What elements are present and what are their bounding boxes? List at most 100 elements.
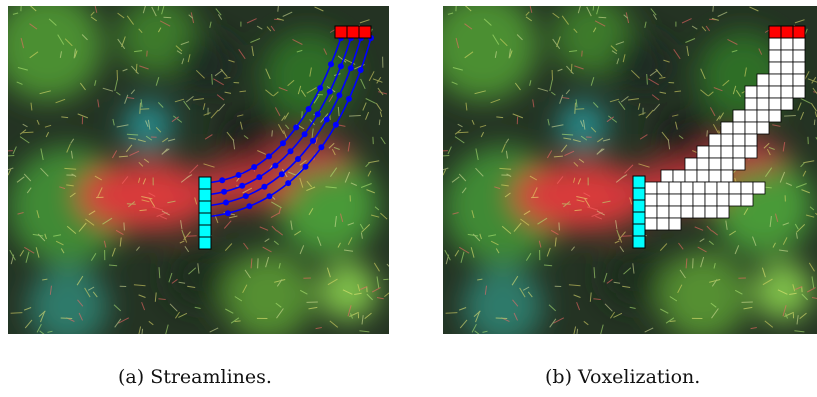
fiber-glyph [670,321,676,322]
voxel [693,194,705,206]
fiber-glyph [443,156,449,157]
streamline-point [279,171,285,177]
fiber-glyph [61,117,68,118]
streamline-point [324,117,330,123]
fiber-glyph [784,116,796,117]
streamline-point [318,144,324,150]
voxel [673,170,685,182]
streamline-point [288,148,294,154]
streamline-point [236,172,242,178]
streamline-point [333,122,339,128]
voxel [705,194,717,206]
voxel [697,170,709,182]
fiber-glyph [457,132,468,133]
fiber-glyph [258,258,259,268]
voxel [793,38,805,50]
voxel [781,74,793,86]
voxel [661,170,673,182]
streamline-point [303,164,309,170]
voxel [745,110,757,122]
streamline-point [293,124,299,130]
fiber-glyph [61,318,72,319]
voxel [645,218,657,230]
caption-streamlines: (a) Streamlines. [118,366,272,388]
fiber-glyph [575,103,576,114]
fiber-glyph [446,313,458,314]
fiber-glyph [11,313,23,314]
voxel [769,62,781,74]
fiber-glyph [575,210,582,211]
voxel [769,50,781,62]
voxel [721,170,733,182]
fiber-glyph [559,223,560,231]
voxel [745,86,757,98]
voxel [745,122,757,134]
voxel [721,122,733,134]
fiber-glyph [544,265,552,266]
streamline-point [219,177,225,183]
voxel [757,86,769,98]
streamlines-figure [8,6,389,334]
streamline-point [306,106,312,112]
voxel [705,206,717,218]
voxel [733,146,745,158]
fiber-glyph [212,74,213,85]
fiber-glyph [127,134,138,135]
fiber-glyph [109,265,117,266]
voxel [733,158,745,170]
voxel [717,194,729,206]
streamline-point [315,111,321,117]
voxel [769,98,781,110]
voxel [717,206,729,218]
voxel [645,182,657,194]
fiber-glyph [140,109,149,110]
voxelization-figure [443,6,817,334]
voxel [657,206,669,218]
seed-region [633,176,645,248]
voxel [697,158,709,170]
voxel [681,206,693,218]
fiber-glyph [693,258,694,268]
voxel [733,122,745,134]
streamline-point [261,184,267,190]
voxel [769,74,781,86]
fiber-glyph [814,120,815,126]
fiber-glyph [124,223,125,231]
streamline-point [348,65,354,71]
fiber-glyph [8,156,14,157]
voxel [733,134,745,146]
fiber-glyph [272,130,273,136]
fiber-glyph [187,236,197,237]
voxel [757,74,769,86]
fiber-glyph [582,51,583,57]
voxel [741,194,753,206]
fiber-glyph [647,74,648,85]
streamline-point [328,61,334,67]
voxel [757,98,769,110]
voxel [709,158,721,170]
streamline-point [280,140,286,146]
voxel [669,182,681,194]
fiber-glyph [349,116,361,117]
voxel [793,62,805,74]
voxel [781,62,793,74]
fiber-glyph [571,64,572,73]
streamline-point [239,183,245,189]
fiber-glyph [136,64,137,73]
voxel [685,170,697,182]
voxel [717,182,729,194]
target-region [769,26,805,38]
streamline-point [256,174,262,180]
streamline-point [310,138,316,144]
voxel [781,38,793,50]
voxel [657,218,669,230]
voxel [757,122,769,134]
voxel [781,50,793,62]
fiber-glyph [147,51,148,57]
fiber-glyph [235,321,241,322]
panel-streamlines [8,6,389,334]
streamline-point [285,180,291,186]
streamline-point [267,193,273,199]
streamline-point [246,203,252,209]
voxel [769,110,781,122]
